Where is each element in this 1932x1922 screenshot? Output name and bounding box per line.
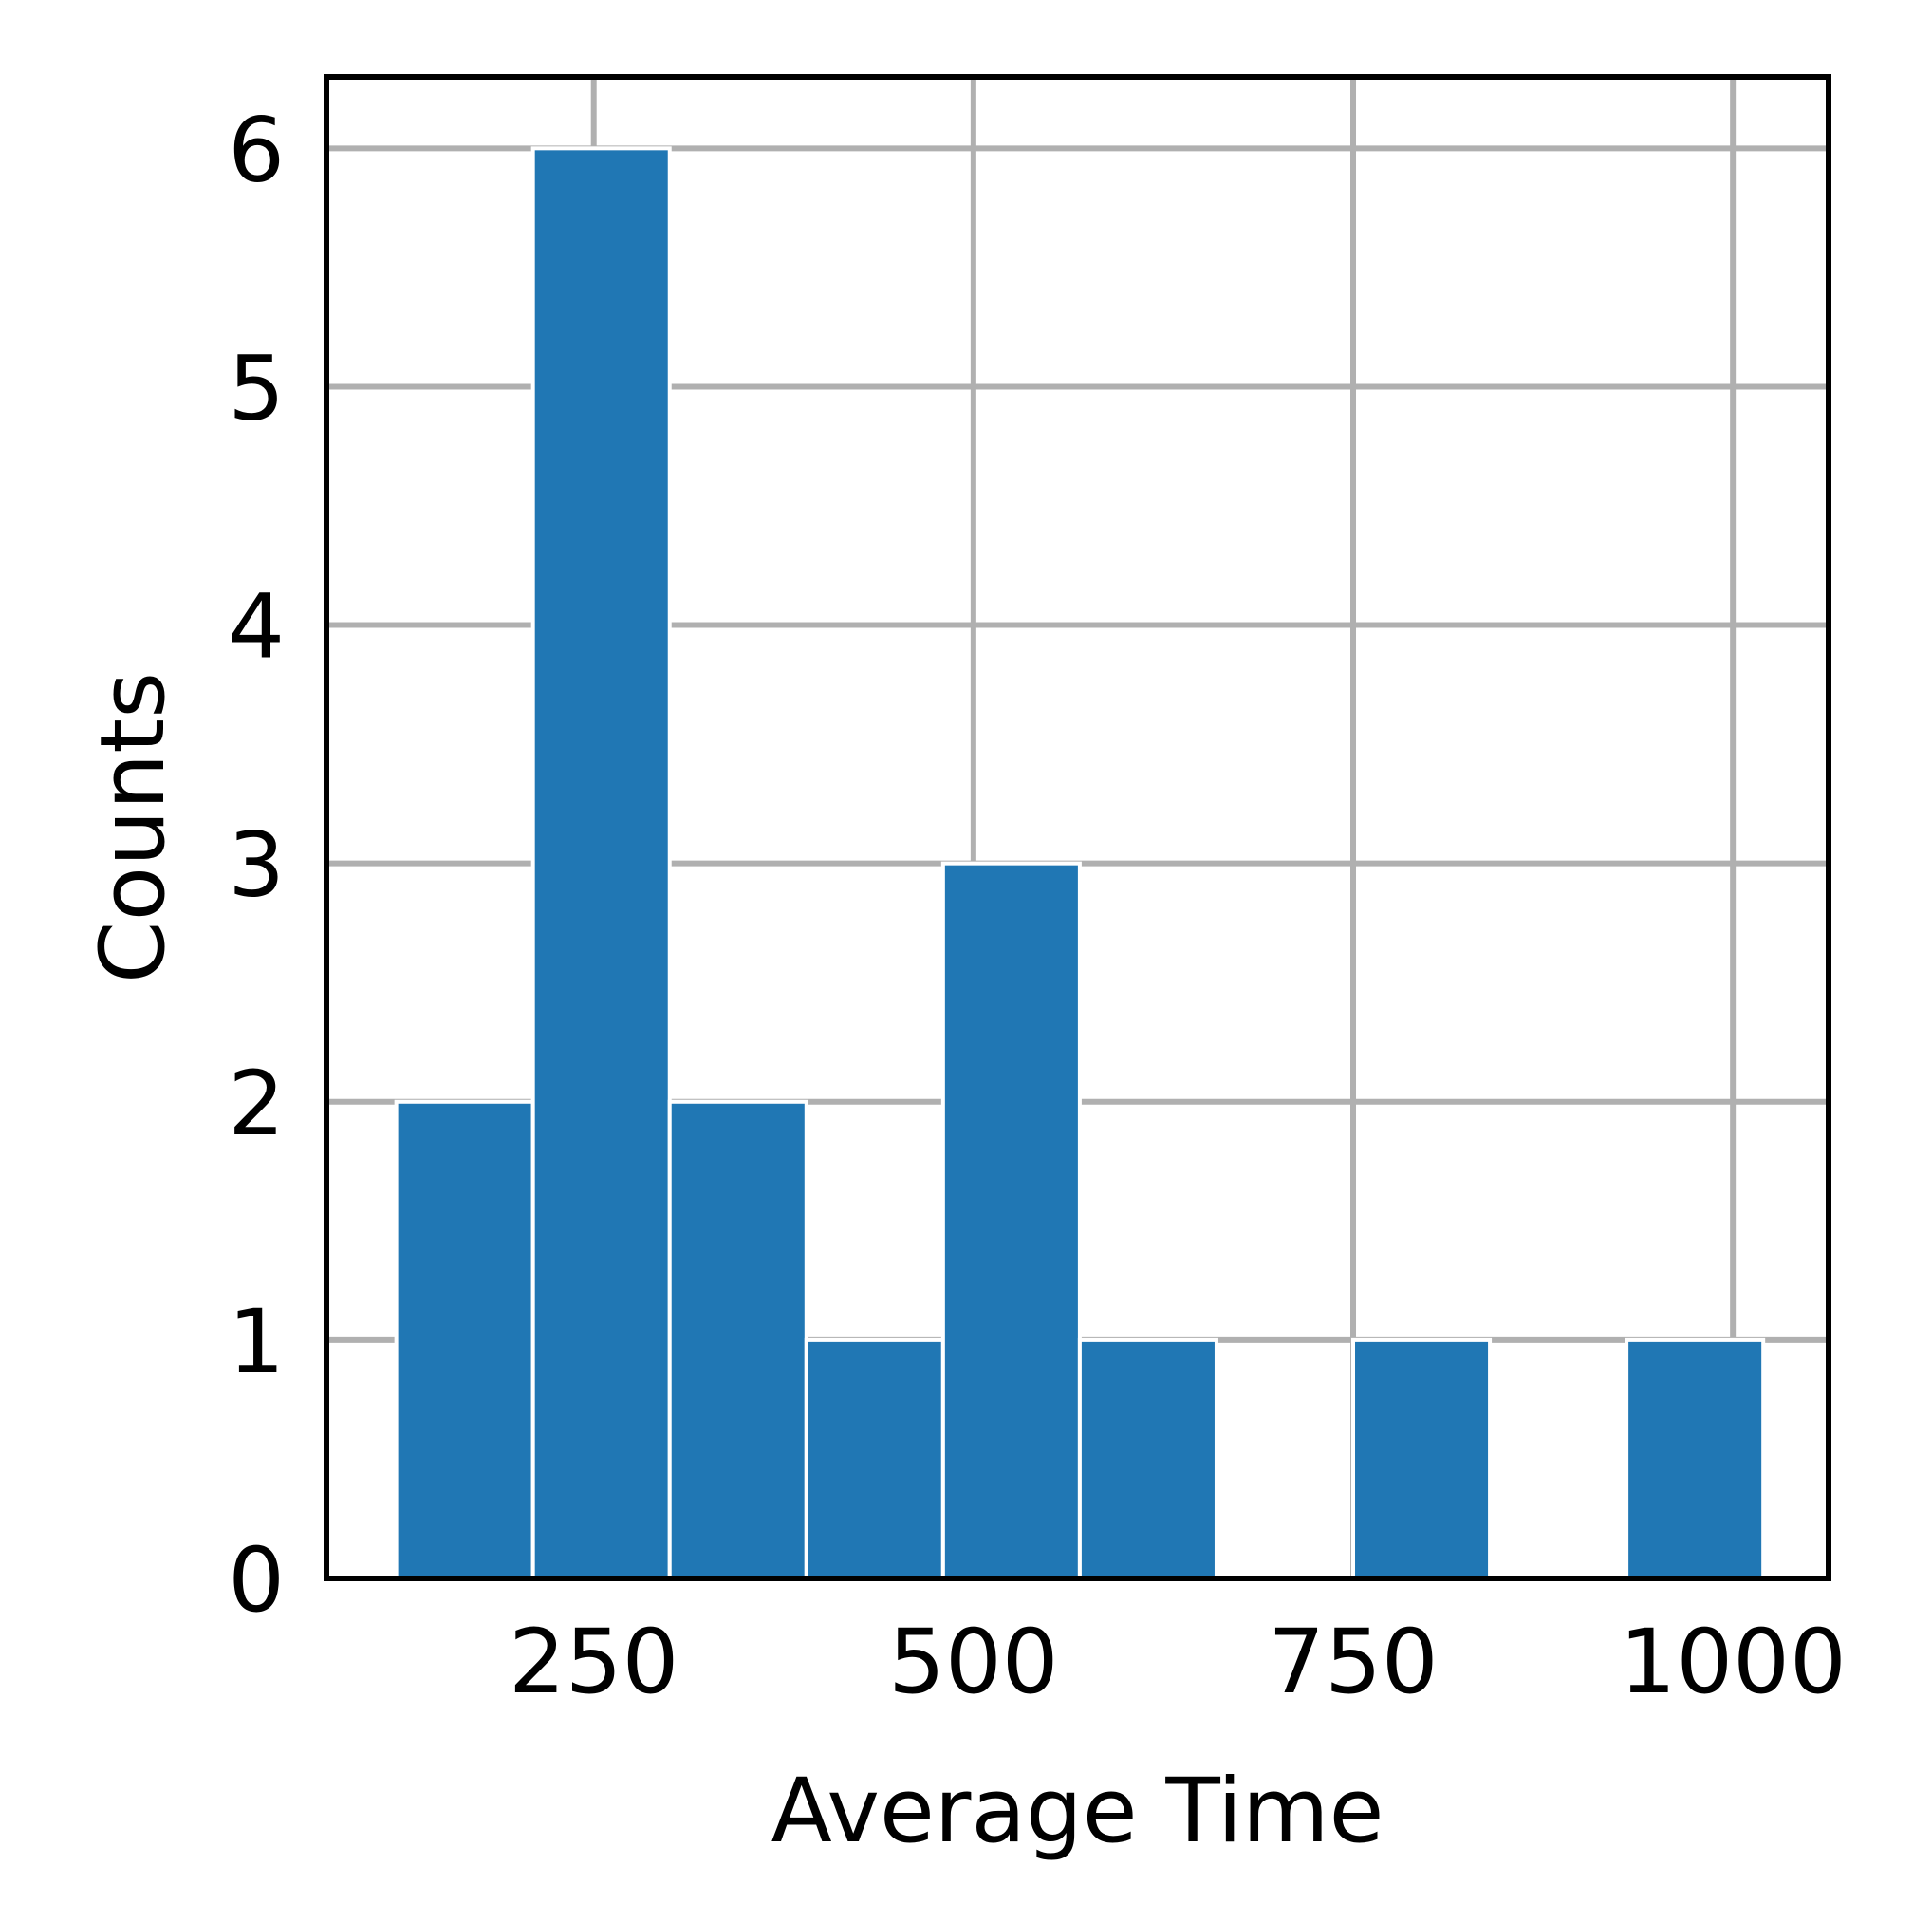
histogram-bar-0 (394, 1099, 535, 1581)
x-tick-label: 500 (888, 1611, 1058, 1714)
y-tick-label: 1 (228, 1291, 285, 1394)
histogram-bar-1 (530, 146, 672, 1580)
x-tick-label: 1000 (1620, 1611, 1847, 1714)
histogram-bar-5 (1077, 1337, 1218, 1581)
histogram-bars (394, 146, 1766, 1581)
histogram-bar-9 (1625, 1337, 1766, 1581)
plot-frame (324, 74, 1831, 1581)
histogram-bar-3 (804, 1337, 945, 1581)
histogram-bar-7 (1351, 1337, 1493, 1581)
y-tick-label: 0 (228, 1529, 285, 1633)
y-tick-labels: 0 1 2 3 4 5 6 (228, 99, 285, 1633)
y-tick-label: 6 (228, 99, 285, 202)
x-tick-label: 750 (1268, 1611, 1438, 1714)
y-tick-label: 2 (228, 1053, 285, 1156)
y-axis-label: Counts (82, 672, 185, 983)
x-tick-label: 250 (509, 1611, 678, 1714)
x-axis-label: Average Time (771, 1760, 1384, 1863)
histogram-bar-4 (940, 861, 1082, 1580)
y-tick-label: 4 (228, 576, 285, 680)
histogram-bar-2 (667, 1099, 808, 1581)
y-tick-label: 5 (228, 337, 285, 440)
y-tick-label: 3 (228, 814, 285, 918)
x-tick-labels: 250 500 750 1000 (509, 1611, 1847, 1714)
